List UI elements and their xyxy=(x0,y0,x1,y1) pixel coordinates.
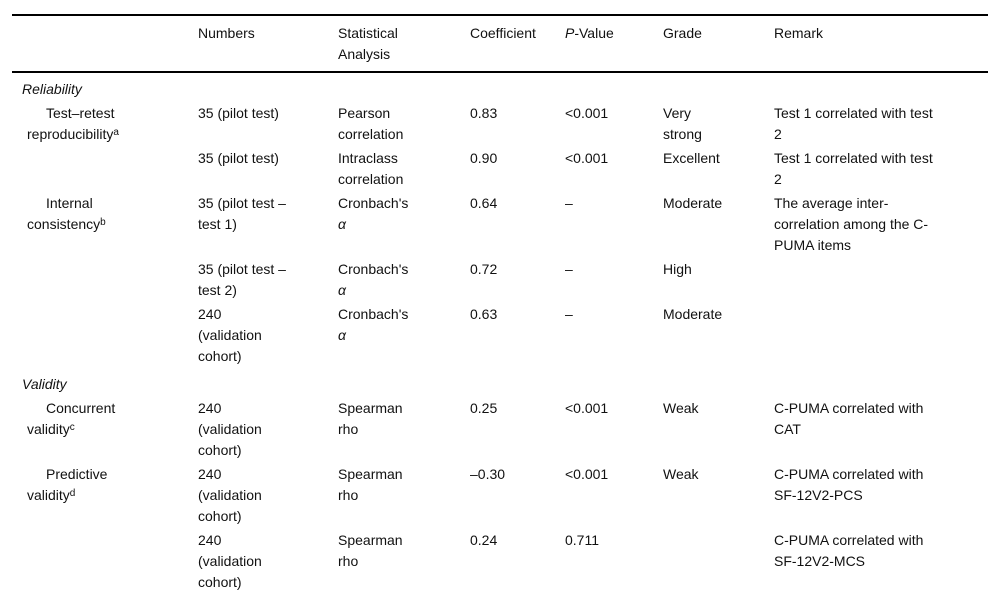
footnote-marker: a xyxy=(113,127,119,138)
row-label-cell: Concurrent validityc xyxy=(27,400,116,437)
grade-cell: Very strong xyxy=(663,105,702,142)
row-label-cell: Test–retest reproducibilitya xyxy=(27,105,119,142)
analysis-cell: Spearman rho xyxy=(338,400,403,437)
column-header-2: Statistical Analysis xyxy=(338,25,398,62)
row-label-cell xyxy=(12,259,198,304)
table-row: Internal consistencyb 35 (pilot test – te… xyxy=(12,193,988,259)
pvalue-cell: – xyxy=(565,261,573,277)
remark-cell: Test 1 correlated with test 2 xyxy=(774,150,933,187)
numbers-cell: 35 (pilot test – test 2) xyxy=(198,261,286,298)
footnote-marker: c xyxy=(69,422,75,433)
table-row: 35 (pilot test) Intraclass correlation 0.9… xyxy=(12,148,988,193)
analysis-cell: Cronbach's α xyxy=(338,195,409,232)
table-body: Reliability Test–retest reproducibilitya 3… xyxy=(12,72,988,596)
pvalue-cell: 0.711 xyxy=(565,532,599,548)
section-header: Reliability xyxy=(22,81,82,97)
column-header-4: P-Value xyxy=(565,25,614,41)
numbers-cell: 240 (validation cohort) xyxy=(198,306,262,364)
column-header-3: Coefficient xyxy=(470,25,536,41)
row-label-cell xyxy=(12,304,198,370)
remark-cell xyxy=(774,304,988,370)
numbers-cell: 240 (validation cohort) xyxy=(198,466,262,524)
grade-cell: Weak xyxy=(663,466,699,482)
section-row: Validity xyxy=(12,370,988,398)
coefficient-cell: 0.25 xyxy=(470,400,498,416)
analysis-cell: Spearman rho xyxy=(338,466,403,503)
numbers-cell: 35 (pilot test) xyxy=(198,105,279,121)
remark-cell: C-PUMA correlated with CAT xyxy=(774,400,924,437)
alpha-symbol: α xyxy=(338,282,346,298)
analysis-cell: Spearman rho xyxy=(338,532,403,569)
column-header-0 xyxy=(12,15,198,72)
remark-cell xyxy=(774,259,988,304)
column-header-5: Grade xyxy=(663,25,702,41)
validation-table: Numbers Statistical Analysis Coefficient P-… xyxy=(12,14,988,596)
row-label-cell xyxy=(12,148,198,193)
footnote-marker: b xyxy=(100,217,106,228)
analysis-cell: Pearson correlation xyxy=(338,105,404,142)
pvalue-cell: <0.001 xyxy=(565,400,609,416)
section-header: Validity xyxy=(22,376,67,392)
section-row: Reliability xyxy=(12,72,988,103)
table-row: Predictive validityd 240 (validation coho… xyxy=(12,464,988,530)
grade-cell: Weak xyxy=(663,400,699,416)
remark-cell: C-PUMA correlated with SF-12V2-MCS xyxy=(774,532,924,569)
grade-cell xyxy=(663,530,774,596)
alpha-symbol: α xyxy=(338,216,346,232)
column-header-6: Remark xyxy=(774,25,824,41)
table-row: 35 (pilot test – test 2) Cronbach's α 0.72… xyxy=(12,259,988,304)
remark-cell: The average inter- correlation among the… xyxy=(774,195,929,253)
table-header: Numbers Statistical Analysis Coefficient P-… xyxy=(12,15,988,72)
coefficient-cell: 0.64 xyxy=(470,195,498,211)
pvalue-cell: – xyxy=(565,306,573,322)
grade-cell: Moderate xyxy=(663,195,723,211)
remark-cell: C-PUMA correlated with SF-12V2-PCS xyxy=(774,466,924,503)
numbers-cell: 35 (pilot test) xyxy=(198,150,279,166)
remark-cell: Test 1 correlated with test 2 xyxy=(774,105,933,142)
analysis-cell: Cronbach's α xyxy=(338,261,409,298)
pvalue-cell: <0.001 xyxy=(565,150,609,166)
pvalue-cell: – xyxy=(565,195,573,211)
numbers-cell: 240 (validation cohort) xyxy=(198,532,262,590)
coefficient-cell: 0.72 xyxy=(470,261,498,277)
row-label-cell: Predictive validityd xyxy=(27,466,108,503)
italic-letter: P xyxy=(565,25,575,41)
coefficient-cell: 0.24 xyxy=(470,532,498,548)
analysis-cell: Cronbach's α xyxy=(338,306,409,343)
table-header-row: Numbers Statistical Analysis Coefficient P-… xyxy=(12,15,988,72)
row-label-cell: Internal consistencyb xyxy=(27,195,106,232)
coefficient-cell: 0.63 xyxy=(470,306,498,322)
table-row: 240 (validation cohort) Spearman rho 0.24 0… xyxy=(12,530,988,596)
grade-cell: Excellent xyxy=(663,150,720,166)
row-label-cell xyxy=(12,530,198,596)
table-row: Test–retest reproducibilitya 35 (pilot te… xyxy=(12,103,988,148)
paper-page: Numbers Statistical Analysis Coefficient P-… xyxy=(0,14,1000,596)
table-row: Concurrent validityc 240 (validation coho… xyxy=(12,398,988,464)
numbers-cell: 35 (pilot test – test 1) xyxy=(198,195,286,232)
grade-cell: High xyxy=(663,261,692,277)
grade-cell: Moderate xyxy=(663,306,723,322)
numbers-cell: 240 (validation cohort) xyxy=(198,400,262,458)
pvalue-cell: <0.001 xyxy=(565,466,609,482)
coefficient-cell: 0.90 xyxy=(470,150,498,166)
pvalue-cell: <0.001 xyxy=(565,105,609,121)
alpha-symbol: α xyxy=(338,327,346,343)
analysis-cell: Intraclass correlation xyxy=(338,150,404,187)
coefficient-cell: 0.83 xyxy=(470,105,498,121)
column-header-1: Numbers xyxy=(198,25,255,41)
coefficient-cell: –0.30 xyxy=(470,466,506,482)
table-row: 240 (validation cohort) Cronbach's α 0.63 –… xyxy=(12,304,988,370)
footnote-marker: d xyxy=(69,488,76,499)
